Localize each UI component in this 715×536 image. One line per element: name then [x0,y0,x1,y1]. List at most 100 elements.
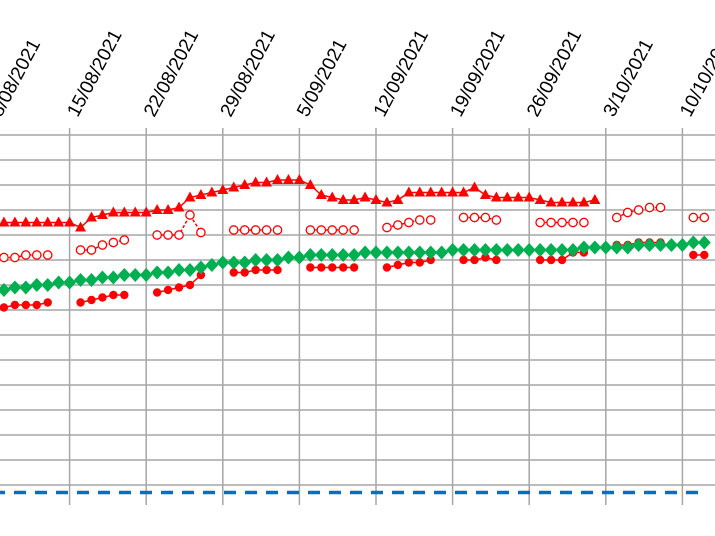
point [183,263,197,277]
point [664,238,678,252]
point [152,288,162,297]
point [436,186,448,197]
point [393,260,403,270]
point [76,298,85,307]
point [273,265,282,275]
series [0,235,711,297]
point [588,240,602,255]
point [470,255,479,265]
point [459,255,468,265]
point [643,238,657,252]
point [30,278,44,292]
point [19,280,33,295]
x-tick-label: 12/09/2021 [370,27,433,121]
point [414,186,426,197]
point [41,278,55,292]
point [610,240,624,255]
point [523,191,535,202]
point [567,196,579,207]
point [10,300,20,310]
point [589,194,601,204]
point [546,255,556,265]
x-tick-label: 15/08/2021 [63,27,126,121]
point [216,255,230,270]
point [621,240,635,255]
point [84,273,98,287]
point [557,217,567,228]
point [326,191,338,202]
point [239,225,250,235]
point [163,230,173,240]
point [425,215,436,225]
point [478,243,492,257]
point [195,189,207,199]
point [228,181,240,192]
point [393,220,403,230]
point [74,273,88,287]
point [85,211,97,222]
point [306,263,315,272]
point [317,263,326,272]
point [480,212,491,223]
point [415,258,424,267]
point [315,189,327,199]
point [20,216,32,227]
point [697,235,711,250]
point [86,245,97,255]
point [425,186,437,197]
point [579,217,589,228]
point [481,253,490,262]
point [217,184,229,194]
point [206,186,218,197]
point [31,250,42,260]
point [151,204,163,214]
point [644,202,655,213]
point [447,186,459,197]
point [522,243,536,257]
point [261,176,273,187]
point [238,255,252,270]
point [338,263,348,272]
point [469,212,480,223]
point [163,285,173,295]
point [52,275,66,290]
series [0,174,601,232]
point [633,205,644,215]
point [261,225,272,235]
point [140,206,152,217]
point [675,238,689,252]
point [491,215,502,225]
point [392,194,404,204]
point [338,225,349,235]
point [349,263,359,272]
point [700,250,709,260]
point [303,248,317,262]
point [162,204,174,214]
point [479,189,491,199]
point [87,295,96,305]
point [316,225,327,235]
point [53,216,65,227]
point [489,243,503,257]
point [468,181,480,192]
point [686,235,700,250]
point [194,260,208,275]
point [9,216,21,227]
point [109,290,118,300]
point [272,225,283,235]
point [492,255,501,265]
point [490,191,502,202]
point [555,243,569,257]
point [0,252,9,263]
point [511,243,525,257]
point [426,255,435,265]
x-tick-label: 29/08/2021 [217,27,280,121]
x-tick-label: 3/10/2021 [600,36,658,120]
point [500,243,514,257]
point [336,248,350,262]
point [381,196,393,207]
point [20,250,31,260]
point [31,216,43,227]
point [446,243,460,257]
